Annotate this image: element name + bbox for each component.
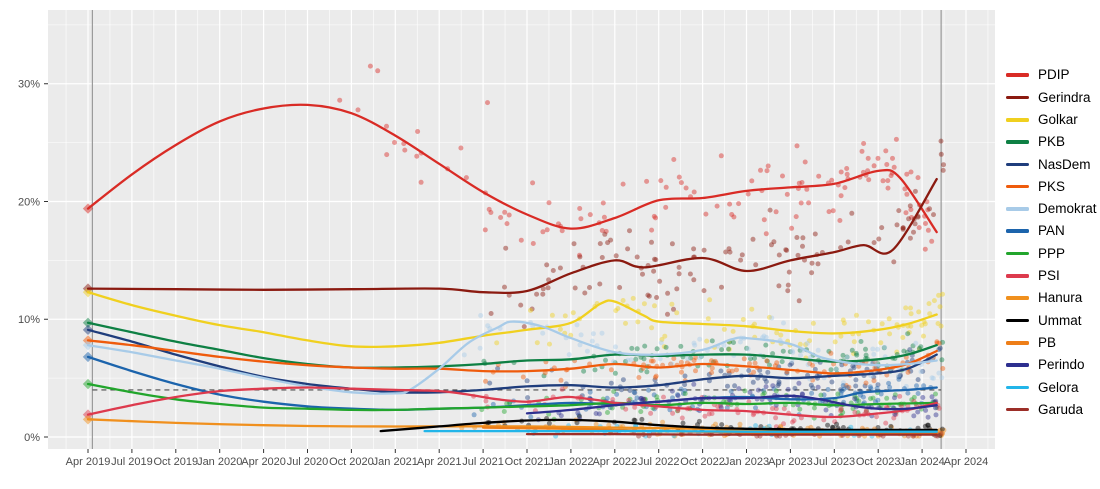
trend-line-gelora bbox=[423, 429, 938, 433]
x-tick-label: Oct 2020 bbox=[329, 456, 374, 468]
legend-label: Ummat bbox=[1038, 312, 1082, 328]
x-tick-label: Oct 2023 bbox=[856, 456, 901, 468]
x-tick-label: Jan 2020 bbox=[197, 456, 242, 468]
trend-line-pdip bbox=[86, 103, 938, 234]
trend-line-pkb bbox=[86, 321, 938, 369]
x-tick-label: Jul 2021 bbox=[462, 456, 504, 468]
legend-swatch-gelora bbox=[1006, 385, 1029, 390]
legend-item-nasdem: NasDem bbox=[1006, 153, 1097, 175]
legend-item-pan: PAN bbox=[1006, 220, 1097, 242]
x-tick-label: Jul 2019 bbox=[111, 456, 153, 468]
legend-swatch-golkar bbox=[1006, 117, 1029, 122]
legend-label: NasDem bbox=[1038, 156, 1091, 172]
legend-swatch-pan bbox=[1006, 229, 1029, 234]
trend-line-gerindra bbox=[86, 177, 938, 295]
x-tick-label: Apr 2023 bbox=[768, 456, 813, 468]
trend-line-ppp bbox=[86, 382, 938, 412]
y-tick-label: 10% bbox=[18, 314, 40, 326]
legend-item-gelora: Gelora bbox=[1006, 376, 1097, 398]
legend-item-pb: PB bbox=[1006, 332, 1097, 354]
legend-swatch-pkb bbox=[1006, 140, 1029, 144]
x-tick-label: Jan 2021 bbox=[373, 456, 418, 468]
legend-item-ppp: PPP bbox=[1006, 242, 1097, 264]
legend-label: PKS bbox=[1038, 178, 1066, 194]
legend-item-demokrat: Demokrat bbox=[1006, 198, 1097, 220]
trend-line-ummat bbox=[379, 418, 938, 433]
legend-swatch-pdip bbox=[1006, 73, 1029, 77]
x-tick-label: Jan 2024 bbox=[899, 456, 944, 468]
x-tick-label: Jan 2022 bbox=[548, 456, 593, 468]
x-tick-label: Oct 2019 bbox=[153, 456, 198, 468]
legend-label: PDIP bbox=[1038, 67, 1070, 83]
legend-swatch-perindo bbox=[1006, 363, 1029, 367]
trend-line-psi bbox=[86, 386, 938, 419]
y-tick-label: 20% bbox=[18, 196, 40, 208]
x-tick-label: Apr 2020 bbox=[241, 456, 286, 468]
x-tick-label: Jan 2023 bbox=[724, 456, 769, 468]
legend-item-psi: PSI bbox=[1006, 265, 1097, 287]
y-tick-label: 0% bbox=[24, 432, 40, 444]
legend-item-pks: PKS bbox=[1006, 175, 1097, 197]
legend-swatch-pks bbox=[1006, 184, 1029, 189]
x-tick-label: Apr 2024 bbox=[944, 456, 989, 468]
trend-line-pks bbox=[86, 339, 938, 375]
x-tick-label: Jul 2022 bbox=[638, 456, 680, 468]
legend-swatch-ppp bbox=[1006, 251, 1029, 256]
legend-swatch-nasdem bbox=[1006, 162, 1029, 167]
legend-item-perindo: Perindo bbox=[1006, 354, 1097, 376]
legend-item-pdip: PDIP bbox=[1006, 64, 1097, 86]
legend-item-pkb: PKB bbox=[1006, 131, 1097, 153]
legend-label: PB bbox=[1038, 334, 1057, 350]
legend-label: Garuda bbox=[1038, 401, 1084, 417]
legend-swatch-pb bbox=[1006, 340, 1029, 345]
legend-label: PPP bbox=[1038, 245, 1066, 261]
legend-swatch-hanura bbox=[1006, 296, 1029, 300]
legend-swatch-demokrat bbox=[1006, 207, 1029, 211]
gridlines bbox=[48, 10, 995, 449]
trend-line-demokrat bbox=[86, 320, 938, 395]
chart-legend: PDIP Gerindra Golkar PKB NasDem PKS Demokrat PA… bbox=[1006, 64, 1097, 421]
scatter-golkar bbox=[494, 291, 945, 361]
legend-swatch-gerindra bbox=[1006, 95, 1029, 100]
legend-item-gerindra: Gerindra bbox=[1006, 86, 1097, 108]
legend-label: Golkar bbox=[1038, 111, 1078, 127]
x-tick-label: Oct 2021 bbox=[505, 456, 550, 468]
trend-line-nasdem bbox=[86, 328, 938, 394]
legend-item-hanura: Hanura bbox=[1006, 287, 1097, 309]
legend-swatch-psi bbox=[1006, 274, 1029, 278]
x-tick-label: Oct 2022 bbox=[680, 456, 725, 468]
x-tick-label: Apr 2022 bbox=[592, 456, 637, 468]
x-tick-label: Jul 2020 bbox=[287, 456, 329, 468]
x-tick-label: Jul 2023 bbox=[814, 456, 856, 468]
legend-item-golkar: Golkar bbox=[1006, 109, 1097, 131]
plot-panel bbox=[48, 10, 995, 449]
legend-swatch-garuda bbox=[1006, 407, 1029, 412]
trend-lines bbox=[86, 103, 938, 436]
x-tick-label: Apr 2021 bbox=[417, 456, 462, 468]
legend-label: Perindo bbox=[1038, 357, 1085, 373]
trend-line-golkar bbox=[86, 291, 938, 349]
legend-label: Demokrat bbox=[1038, 201, 1097, 217]
y-tick-label: 30% bbox=[18, 79, 40, 91]
legend-swatch-ummat bbox=[1006, 318, 1029, 323]
legend-item-ummat: Ummat bbox=[1006, 309, 1097, 331]
legend-item-garuda: Garuda bbox=[1006, 398, 1097, 420]
legend-label: PKB bbox=[1038, 134, 1066, 150]
x-tick-label: Apr 2019 bbox=[66, 456, 111, 468]
scatter-nasdem bbox=[487, 345, 943, 401]
legend-label: PSI bbox=[1038, 268, 1060, 284]
legend-label: Gelora bbox=[1038, 379, 1079, 395]
trend-line-perindo bbox=[525, 394, 938, 415]
legend-label: Gerindra bbox=[1038, 89, 1091, 105]
legend-label: PAN bbox=[1038, 223, 1065, 239]
legend-label: Hanura bbox=[1038, 290, 1083, 306]
trend-line-garuda bbox=[525, 432, 938, 436]
